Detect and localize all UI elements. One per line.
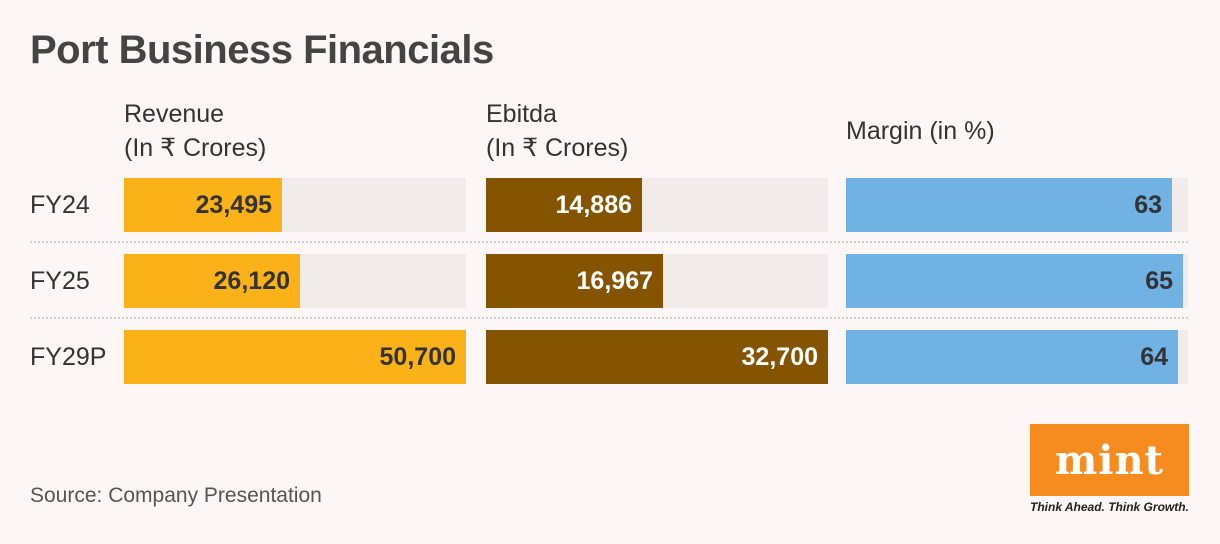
row-divider	[30, 317, 1188, 319]
revenue-bar-fy25	[124, 254, 300, 308]
revenue-value-fy24: 23,495	[195, 191, 272, 219]
margin-track-fy29p: 64	[846, 330, 1188, 384]
revenue-bar-fy24	[124, 178, 282, 232]
ebitda-value-fy25: 16,967	[576, 267, 653, 295]
ebitda-track-fy24: 14,886	[486, 178, 828, 232]
source-note: Source: Company Presentation	[30, 484, 322, 507]
revenue-header-line2: (In ₹ Crores)	[124, 134, 267, 162]
margin-bar-fy29p	[846, 330, 1178, 384]
revenue-value-fy29p: 50,700	[379, 343, 456, 371]
ebitda-value-fy24: 14,886	[555, 191, 632, 219]
ebitda-bar-fy24	[486, 178, 642, 232]
logo-wordmark: mint	[1054, 436, 1165, 484]
row-label-fy29p: FY29P	[30, 343, 107, 371]
ebitda-header: Ebitda (In ₹ Crores)	[486, 97, 628, 165]
ebitda-value-fy29p: 32,700	[741, 343, 818, 371]
revenue-header: Revenue (In ₹ Crores)	[124, 97, 266, 165]
revenue-value-fy25: 26,120	[213, 267, 290, 295]
mint-logo: mint	[1030, 424, 1189, 496]
revenue-header-line1: Revenue	[124, 100, 225, 128]
margin-bar-fy24	[846, 178, 1172, 232]
revenue-track-fy25: 26,120	[124, 254, 466, 308]
margin-bar-fy25	[846, 254, 1183, 308]
row-label-fy24: FY24	[30, 191, 90, 219]
margin-value-fy29p: 64	[1140, 343, 1168, 371]
revenue-track-fy24: 23,495	[124, 178, 466, 232]
logo-tagline: Think Ahead. Think Growth.	[1030, 500, 1189, 514]
margin-header-line1: Margin (in %)	[846, 117, 995, 145]
ebitda-track-fy29p: 32,700	[486, 330, 828, 384]
margin-track-fy24: 63	[846, 178, 1188, 232]
ebitda-bar-fy25	[486, 254, 663, 308]
ebitda-bar-fy29p	[486, 330, 828, 384]
chart-title: Port Business Financials	[30, 28, 494, 72]
revenue-track-fy29p: 50,700	[124, 330, 466, 384]
margin-header: Margin (in %)	[846, 114, 995, 148]
ebitda-header-line2: (In ₹ Crores)	[486, 134, 629, 162]
ebitda-track-fy25: 16,967	[486, 254, 828, 308]
ebitda-header-line1: Ebitda	[486, 100, 557, 128]
row-label-fy25: FY25	[30, 267, 90, 295]
revenue-bar-fy29p	[124, 330, 466, 384]
row-divider	[30, 241, 1188, 243]
margin-track-fy25: 65	[846, 254, 1188, 308]
margin-value-fy24: 63	[1134, 191, 1162, 219]
margin-value-fy25: 65	[1145, 267, 1173, 295]
